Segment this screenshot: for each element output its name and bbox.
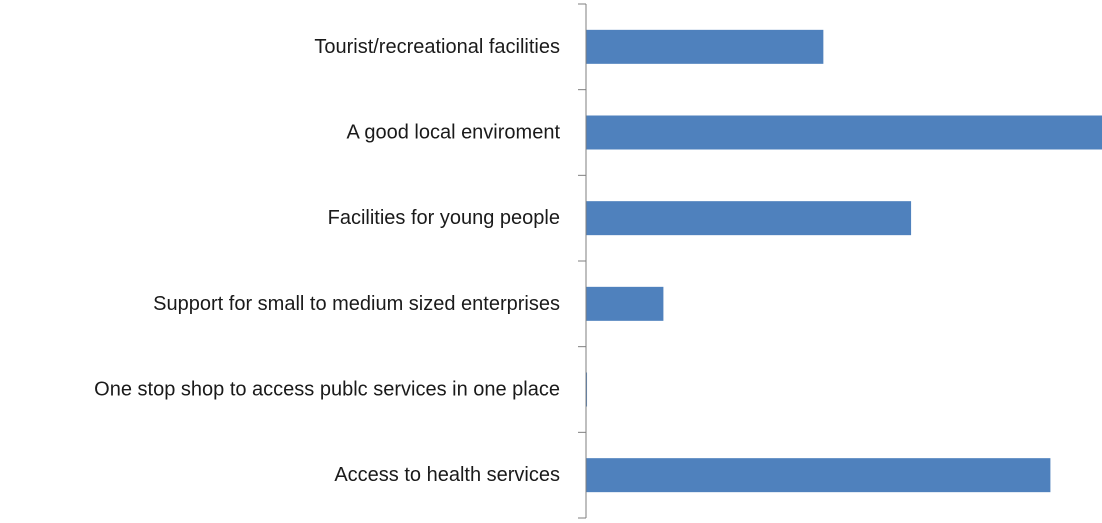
- category-labels: Tourist/recreational facilities A good lo…: [94, 36, 560, 486]
- bar-a-good-local-enviroment: [586, 115, 1102, 150]
- bar-support-for-small-to-medium-sized-enterprises: [586, 286, 664, 321]
- category-label-support-for-small-to-medium-sized-enterprises: Support for small to medium sized enterp…: [153, 293, 560, 315]
- bar-facilities-for-young-people: [586, 201, 912, 236]
- bars-layer: [586, 29, 1102, 493]
- category-label-access-to-health-services: Access to health services: [334, 464, 560, 486]
- category-label-facilities-for-young-people: Facilities for young people: [328, 207, 560, 229]
- bar-access-to-health-services: [586, 458, 1051, 493]
- category-label-one-stop-shop-to-access-publc-services-in-one-place: One stop shop to access publc services i…: [94, 379, 560, 401]
- category-label-tourist-recreational-facilities: Tourist/recreational facilities: [314, 36, 560, 58]
- category-axis: [578, 3, 587, 519]
- bar-one-stop-shop-to-access-publc-services-in-one-place: [586, 372, 588, 407]
- bar-tourist-recreational-facilities: [586, 29, 824, 64]
- category-label-a-good-local-enviroment: A good local enviroment: [347, 122, 561, 144]
